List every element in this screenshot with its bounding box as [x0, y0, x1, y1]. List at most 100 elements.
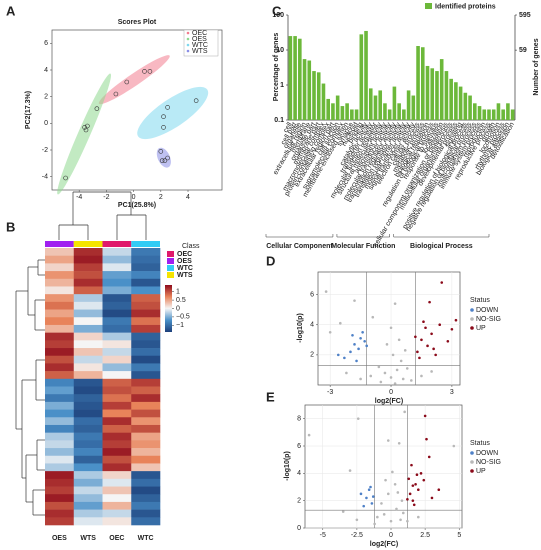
- point: [142, 69, 147, 74]
- point: [452, 444, 456, 448]
- heatmap-cell: [102, 363, 132, 372]
- heatmap-cell: [102, 432, 132, 441]
- legend-swatch: [425, 3, 432, 9]
- y-tick-label: 4: [310, 322, 314, 329]
- heatmap-cell: [102, 471, 132, 480]
- row-dendrogram: [15, 259, 45, 516]
- point: [369, 374, 373, 378]
- heatmap-cell: [73, 424, 103, 433]
- point: [437, 488, 441, 492]
- point: [403, 349, 407, 352]
- bar: [364, 30, 368, 120]
- heatmap-cell: [73, 278, 103, 287]
- point: [345, 371, 348, 375]
- point: [355, 359, 358, 363]
- point: [426, 344, 429, 348]
- bar: [491, 109, 496, 120]
- point: [417, 488, 420, 492]
- heatmap-cell: [45, 317, 75, 326]
- bar: [321, 83, 326, 120]
- heatmap-cell: [131, 401, 161, 410]
- point: [113, 91, 119, 97]
- heatmap-cell: [131, 340, 161, 349]
- point: [343, 356, 346, 360]
- panel-letter: A: [6, 3, 16, 18]
- point: [422, 320, 425, 324]
- legend-swatch: [470, 460, 474, 464]
- point: [158, 149, 164, 154]
- point: [365, 344, 368, 348]
- bar: [454, 82, 458, 120]
- heatmap-cell: [102, 448, 132, 457]
- class-bar: [102, 241, 132, 247]
- column-label: WTC: [138, 535, 154, 542]
- bar: [359, 34, 364, 120]
- heatmap-cell: [102, 271, 132, 280]
- point: [391, 470, 394, 474]
- heatmap-cell: [131, 271, 161, 280]
- heatmap-cell: [45, 340, 75, 349]
- heatmap-cell: [102, 378, 132, 387]
- heatmap-cell: [73, 248, 103, 256]
- heatmap-cell: [73, 486, 103, 495]
- legend-title: Status: [470, 297, 490, 304]
- bar: [298, 38, 302, 121]
- point: [420, 338, 423, 342]
- y-tick-label: 10: [276, 47, 284, 54]
- heatmap-cell: [73, 440, 103, 449]
- plot-area: [304, 404, 463, 529]
- point: [336, 353, 340, 357]
- heatmap-cell: [73, 417, 103, 426]
- heatmap-cell: [73, 263, 103, 272]
- y-tick-label: 4: [44, 67, 48, 74]
- bar: [383, 103, 387, 120]
- legend-swatch: [167, 272, 174, 278]
- heatmap-cell: [102, 501, 132, 510]
- bar: [373, 95, 378, 120]
- point: [401, 377, 405, 381]
- heatmap-cell: [131, 355, 161, 364]
- y-tick-label: -4: [42, 174, 48, 181]
- heatmap-cell: [131, 317, 161, 326]
- bar: [487, 109, 491, 120]
- point: [376, 515, 379, 519]
- x-tick-label: -2: [103, 194, 109, 201]
- bar: [331, 103, 335, 120]
- point: [357, 347, 360, 351]
- point: [307, 433, 311, 437]
- group-label: Molecular Function: [331, 243, 395, 250]
- bar: [444, 71, 449, 120]
- bar: [378, 90, 383, 120]
- heatmap-cell: [45, 424, 75, 433]
- point: [393, 382, 397, 385]
- point: [353, 343, 356, 346]
- column-label: OEC: [109, 535, 124, 542]
- point: [82, 125, 87, 130]
- heatmap-cell: [102, 424, 132, 433]
- bar: [425, 65, 430, 120]
- class-bar: [45, 241, 74, 247]
- heatmap-cell: [131, 263, 161, 272]
- class-bar: [73, 241, 103, 247]
- bar: [397, 103, 401, 120]
- point: [382, 513, 386, 516]
- bar: [402, 109, 406, 120]
- heatmap-cell: [102, 440, 132, 449]
- point: [416, 350, 419, 354]
- point: [389, 326, 393, 330]
- heatmap-cell: [131, 378, 161, 387]
- heatmap-cell: [131, 509, 161, 518]
- point: [418, 356, 421, 360]
- x-tick-label: 0: [389, 389, 393, 396]
- point: [415, 473, 419, 477]
- bar: [354, 109, 359, 120]
- heatmap-cell: [131, 501, 161, 510]
- point: [359, 377, 362, 381]
- heatmap-cell: [45, 294, 75, 303]
- bar: [482, 109, 487, 120]
- y-axis-label: -log10(p): [297, 313, 304, 343]
- legend-label: DOWN: [476, 307, 498, 314]
- point: [356, 417, 360, 420]
- bar: [449, 78, 453, 120]
- heatmap-cell: [45, 324, 75, 333]
